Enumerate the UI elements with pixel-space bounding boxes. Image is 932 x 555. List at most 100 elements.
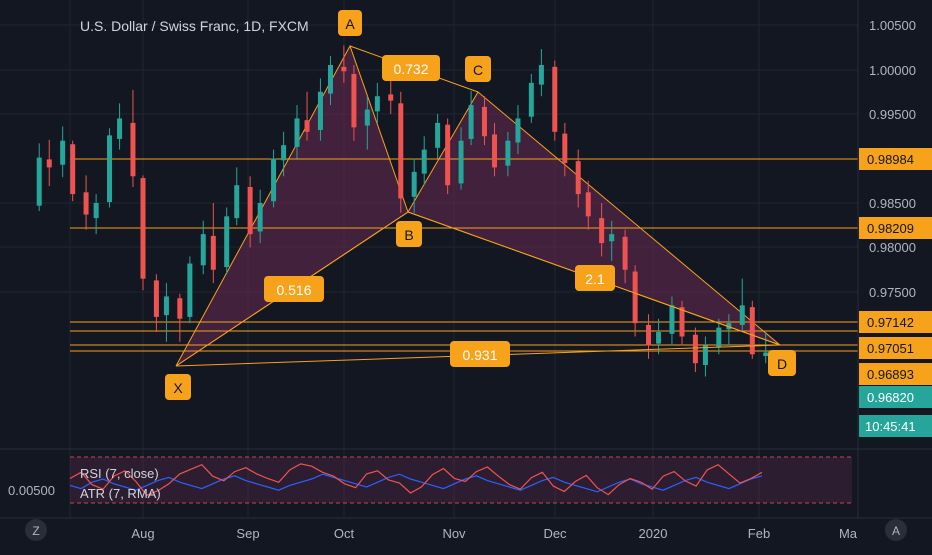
candle [679, 300, 685, 346]
ratio-label-0732[interactable]: 0.732 [382, 55, 440, 81]
last-price-tag: 0.96820 [859, 386, 932, 408]
ratio-label-21-text: 2.1 [585, 271, 605, 287]
last-price-tag-text: 0.96820 [867, 390, 914, 405]
candle [669, 296, 675, 346]
candle-body [679, 307, 685, 337]
candle [200, 220, 206, 275]
auto-scale-button-label: A [892, 524, 900, 538]
x-tick-label: Dec [543, 526, 567, 541]
price-tag-097142-text: 0.97142 [867, 315, 914, 330]
candle-body [83, 192, 89, 215]
candle [130, 89, 136, 187]
candle [304, 91, 310, 141]
candle-body [505, 140, 511, 166]
candle-body [435, 122, 441, 148]
candle-body [341, 66, 347, 72]
candle [445, 118, 451, 195]
candle-body [749, 307, 755, 355]
x-tick-label: Ma [839, 526, 858, 541]
ratio-label-0516-text: 0.516 [276, 282, 311, 298]
y-tick-label: 0.97500 [869, 285, 916, 300]
zoom-button-label: Z [32, 524, 39, 538]
candle [552, 60, 558, 141]
candle-body [481, 106, 487, 137]
price-tag-098984-text: 0.98984 [867, 152, 914, 167]
x-axis[interactable]: Aug Sep Oct Nov Dec 2020 Feb Ma [0, 517, 932, 541]
candle [117, 103, 123, 150]
candle [538, 49, 544, 97]
point-label-x[interactable]: X [165, 374, 191, 400]
point-label-a-text: A [345, 16, 355, 32]
price-tag-097142: 0.97142 [859, 311, 932, 333]
candle-body [445, 124, 451, 186]
candle-body [562, 133, 568, 163]
candle [140, 175, 146, 291]
candle-body [257, 203, 263, 232]
y-tick-label: 0.98000 [869, 240, 916, 255]
candle [575, 149, 581, 208]
price-tag-098209-text: 0.98209 [867, 221, 914, 236]
candle [763, 332, 769, 364]
candle-body [130, 122, 136, 177]
candles [36, 45, 769, 377]
price-tag-098984: 0.98984 [859, 148, 932, 170]
rsi-line [69, 463, 763, 497]
candle-body [763, 352, 769, 357]
candle-body [656, 332, 662, 344]
point-label-c[interactable]: C [465, 56, 491, 82]
candle [632, 265, 638, 337]
chart-title: U.S. Dollar / Swiss Franc, 1D, FXCM [80, 18, 309, 34]
y-tick-label: 0.98500 [869, 196, 916, 211]
candle-body [351, 73, 357, 128]
candle-body [609, 234, 615, 242]
candle-body [210, 235, 216, 270]
zoom-button[interactable]: Z [25, 519, 47, 541]
candle-body [271, 158, 277, 202]
ratio-label-0931[interactable]: 0.931 [450, 341, 510, 367]
candle-body [669, 305, 675, 334]
candle-body [107, 135, 113, 203]
candle [702, 336, 708, 377]
x-tick-label: 2020 [639, 526, 668, 541]
candle [515, 105, 521, 155]
point-label-d-text: D [777, 356, 787, 372]
candle-body [317, 91, 323, 131]
candle [481, 96, 487, 146]
candle [435, 114, 441, 159]
candle-body [575, 161, 581, 195]
candle-body [421, 149, 427, 174]
candle-body [153, 280, 159, 317]
y-tick-label: 1.00500 [869, 18, 916, 33]
auto-scale-button[interactable]: A [885, 519, 907, 541]
y-tick-label: 0.99500 [869, 107, 916, 122]
point-label-a[interactable]: A [338, 10, 362, 36]
candle-body [492, 134, 498, 168]
candle [646, 314, 652, 359]
candle [351, 65, 357, 141]
x-tick-label: Feb [748, 526, 770, 541]
candle-body [60, 140, 66, 165]
point-label-d[interactable]: D [768, 350, 796, 376]
candle-body [177, 298, 183, 319]
ratio-label-21[interactable]: 2.1 [575, 265, 615, 291]
candle-body [163, 296, 169, 316]
candle [247, 176, 253, 248]
candle [609, 220, 615, 261]
candle-body [458, 140, 464, 184]
x-tick-label: Oct [334, 526, 355, 541]
candle [93, 194, 99, 235]
candle-body [552, 66, 558, 132]
ratio-label-0516[interactable]: 0.516 [264, 276, 324, 302]
candle [257, 189, 263, 244]
candle [234, 167, 240, 226]
price-tag-096893-text: 0.96893 [867, 367, 914, 382]
y-axis[interactable]: 1.00500 1.00000 0.99500 0.98500 0.98000 … [869, 18, 916, 300]
candle-body [374, 96, 380, 112]
point-label-b[interactable]: B [396, 221, 422, 247]
candle-body [702, 345, 708, 365]
candle [177, 293, 183, 342]
candle [163, 283, 169, 342]
